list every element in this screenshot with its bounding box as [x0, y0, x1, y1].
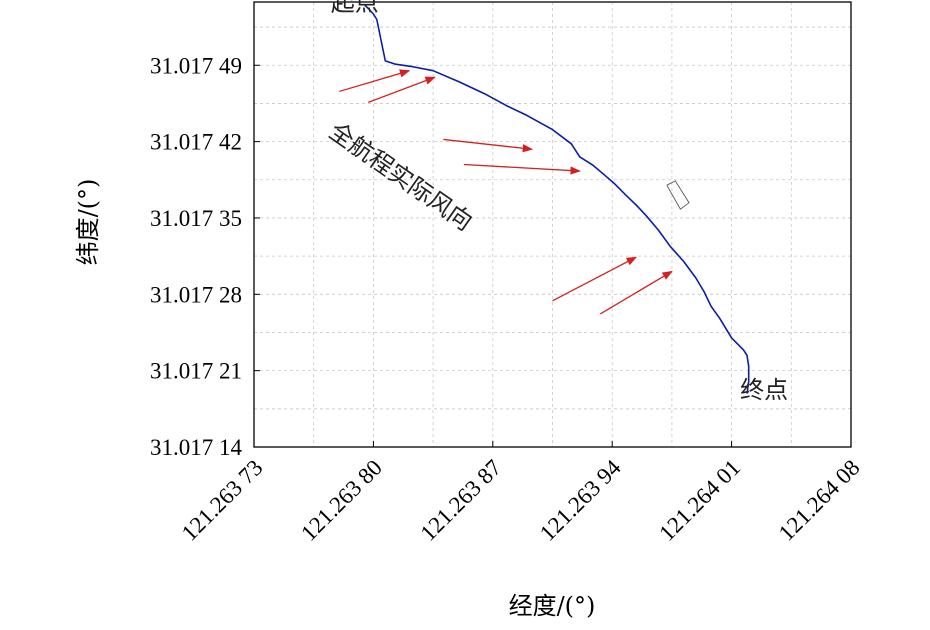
- x-tick-label: 121.263 73: [177, 455, 268, 546]
- wind-arrow: [463, 163, 581, 175]
- ship-outline-shape: [666, 180, 690, 210]
- grid: [254, 2, 851, 447]
- wind-arrow: [599, 270, 673, 315]
- wind-direction-label: 全航程实际风向: [324, 117, 478, 236]
- x-tick-label: 121.263 87: [415, 455, 506, 546]
- y-axis-title: 纬度/(°): [74, 179, 102, 266]
- trajectory-line: [364, 4, 750, 394]
- y-tick-label: 31.017 42: [150, 130, 242, 155]
- wind-arrows: [339, 69, 673, 315]
- plot-frame: [253, 1, 852, 448]
- x-tick-label: 121.264 08: [774, 455, 865, 546]
- series-layer: [364, 4, 750, 394]
- y-tick-label: 31.017 14: [150, 435, 243, 460]
- y-tick-label: 31.017 49: [150, 53, 242, 78]
- y-tick-label: 31.017 21: [150, 359, 242, 384]
- x-tick-label: 121.263 94: [535, 455, 626, 546]
- end-point-label: 终点: [740, 376, 788, 404]
- y-tick-label: 31.017 35: [150, 206, 242, 231]
- y-tick-label: 31.017 28: [150, 282, 242, 307]
- x-tick-label: 121.264 01: [654, 455, 745, 546]
- ship-outline: [666, 180, 690, 210]
- ticks: 31.017 14 31.017 21 31.017 28 31.017 35 31.0…: [150, 53, 865, 545]
- wind-arrow: [552, 256, 638, 302]
- x-axis-title: 经度/(°): [509, 592, 596, 620]
- x-tick-label: 121.263 80: [296, 455, 387, 546]
- wind-arrow: [339, 69, 411, 93]
- start-point-label: 起点: [331, 0, 379, 17]
- wind-arrow: [368, 76, 436, 103]
- wind-arrow: [443, 138, 534, 153]
